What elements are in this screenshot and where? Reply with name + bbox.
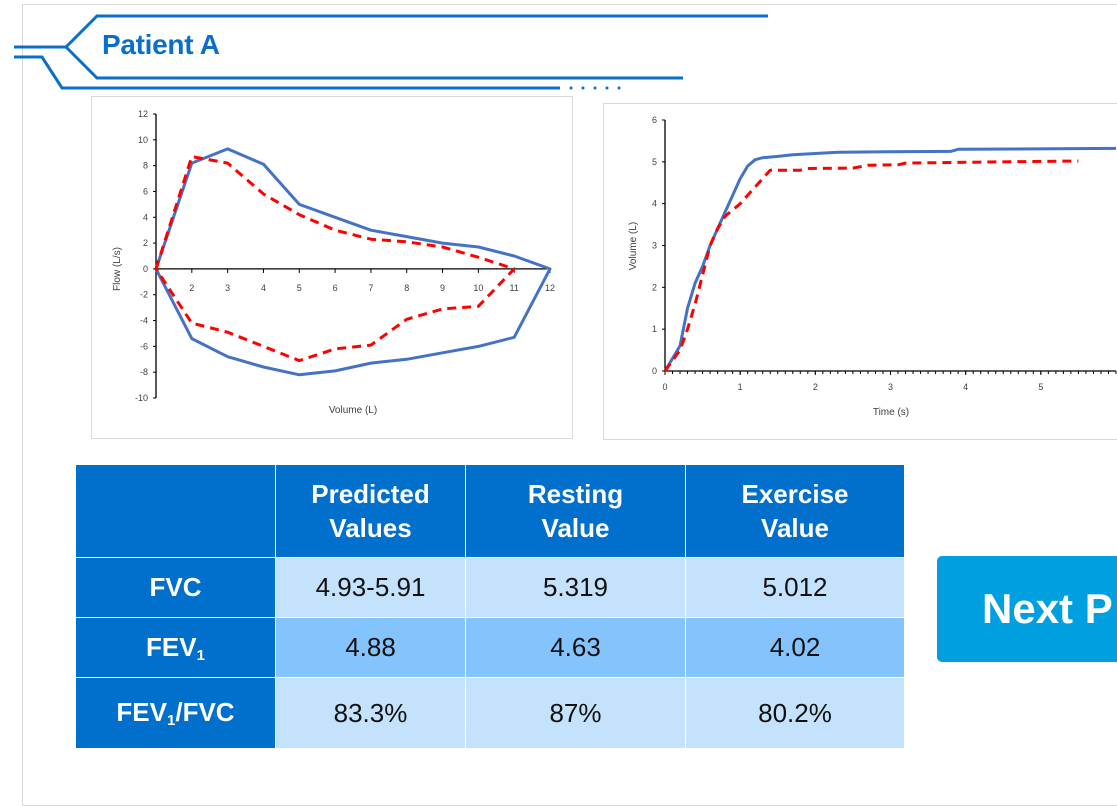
y-tick-label: 3 — [652, 241, 657, 251]
y-tick-label: 1 — [652, 324, 657, 334]
row-label-text: FEV — [116, 697, 167, 727]
row-label: FEV1 — [75, 617, 276, 678]
y-tick-label: 5 — [652, 157, 657, 167]
y-tick-label: 10 — [138, 135, 148, 145]
cell-resting: 5.319 — [465, 557, 686, 618]
y-axis-label: Flow (L/s) — [112, 247, 123, 291]
header-line: Exercise — [741, 479, 849, 509]
y-tick-label: 0 — [652, 366, 657, 376]
y-axis-label: Volume (L) — [628, 222, 639, 270]
x-tick-label: 7 — [368, 283, 373, 293]
x-axis-label: Time (s) — [873, 407, 909, 418]
y-tick-label: 4 — [652, 199, 657, 209]
cell-exercise: 4.02 — [685, 617, 905, 678]
dashed-series-line — [154, 155, 516, 363]
y-tick-label: -10 — [135, 393, 148, 403]
cell-predicted: 4.88 — [275, 617, 466, 678]
y-tick-label: 6 — [652, 115, 657, 125]
volume-time-chart: 0 1 2 3 4 5 6 0 1 2 3 4 5 Time (s) Volume (L) — [603, 103, 1117, 440]
x-tick-label: 11 — [510, 283, 519, 293]
x-tick-label: 3 — [888, 382, 893, 392]
x-tick-label: 12 — [545, 283, 555, 293]
header-line: Value — [761, 513, 829, 543]
table-row-fvc: FVC 4.93-5.91 5.319 5.012 — [75, 557, 905, 618]
y-tick-label: 4 — [143, 212, 148, 222]
x-tick-label: 5 — [297, 283, 302, 293]
table-row-fev1-fvc: FEV1/FVC 83.3% 87% 80.2% — [75, 677, 905, 749]
x-axis-label: Volume (L) — [329, 405, 377, 416]
row-label: FEV1/FVC — [75, 677, 276, 749]
solid-series-line — [154, 147, 552, 377]
y-tick-label: 6 — [143, 186, 148, 196]
y-tick-label: 2 — [143, 238, 148, 248]
header-resting: Resting Value — [465, 464, 686, 558]
table-header-row: Predicted Values Resting Value Exercise Val… — [75, 464, 905, 558]
x-tick-label: 3 — [225, 283, 230, 293]
header-decoration — [14, 14, 768, 90]
cell-predicted: 4.93-5.91 — [275, 557, 466, 618]
cell-predicted: 83.3% — [275, 677, 466, 749]
x-tick-label: 0 — [662, 382, 667, 392]
cell-exercise: 80.2% — [685, 677, 905, 749]
header-line: Values — [329, 513, 412, 543]
solid-series-line — [663, 146, 1117, 372]
row-label-sub: 1 — [196, 646, 205, 664]
header-line: Value — [541, 513, 610, 543]
row-label-text: FEV — [146, 631, 197, 662]
table-row-fev1: FEV1 4.88 4.63 4.02 — [75, 617, 905, 678]
row-label-text: FVC — [149, 572, 202, 602]
y-tick-label: 12 — [138, 109, 148, 119]
y-tick-label: -2 — [140, 290, 148, 300]
next-patient-button[interactable]: Next P — [937, 556, 1117, 662]
spirometry-table: Predicted Values Resting Value Exercise Val… — [75, 464, 905, 749]
x-tick-label: 4 — [963, 382, 968, 392]
x-tick-label: 8 — [404, 283, 409, 293]
y-tick-label: 2 — [652, 282, 657, 292]
page-title: Patient A — [102, 29, 220, 60]
y-tick-label: 8 — [143, 161, 148, 171]
row-label: FVC — [75, 557, 276, 618]
x-tick-label: 5 — [1038, 382, 1043, 392]
row-label-sub: 1 — [167, 712, 176, 729]
flow-volume-chart: 12 10 8 6 4 2 0 -2 -4 -6 -8 -10 2 3 4 5 6 7 8 9 10 11 12 Volume… — [91, 96, 573, 439]
dashed-series-line — [663, 159, 1079, 372]
cell-resting: 87% — [465, 677, 686, 749]
cell-resting: 4.63 — [465, 617, 686, 678]
x-tick-label: 1 — [738, 382, 743, 392]
x-tick-label: 2 — [189, 283, 194, 293]
y-tick-label: -8 — [140, 367, 148, 377]
header-exercise: Exercise Value — [685, 464, 905, 558]
header-line: Predicted — [311, 479, 430, 509]
x-tick-label: 6 — [333, 283, 338, 293]
cell-exercise: 5.012 — [685, 557, 905, 618]
x-tick-label: 9 — [440, 283, 445, 293]
header-line: Resting — [527, 479, 624, 509]
y-tick-label: -4 — [140, 316, 148, 326]
row-label-suffix: /FVC — [175, 697, 235, 727]
header-empty — [75, 464, 276, 558]
x-tick-label: 2 — [813, 382, 818, 392]
x-tick-label: 4 — [261, 283, 266, 293]
header-predicted: Predicted Values — [275, 464, 466, 558]
y-tick-label: -6 — [140, 341, 148, 351]
y-tick-label: 0 — [143, 264, 148, 274]
x-tick-label: 10 — [473, 283, 483, 293]
